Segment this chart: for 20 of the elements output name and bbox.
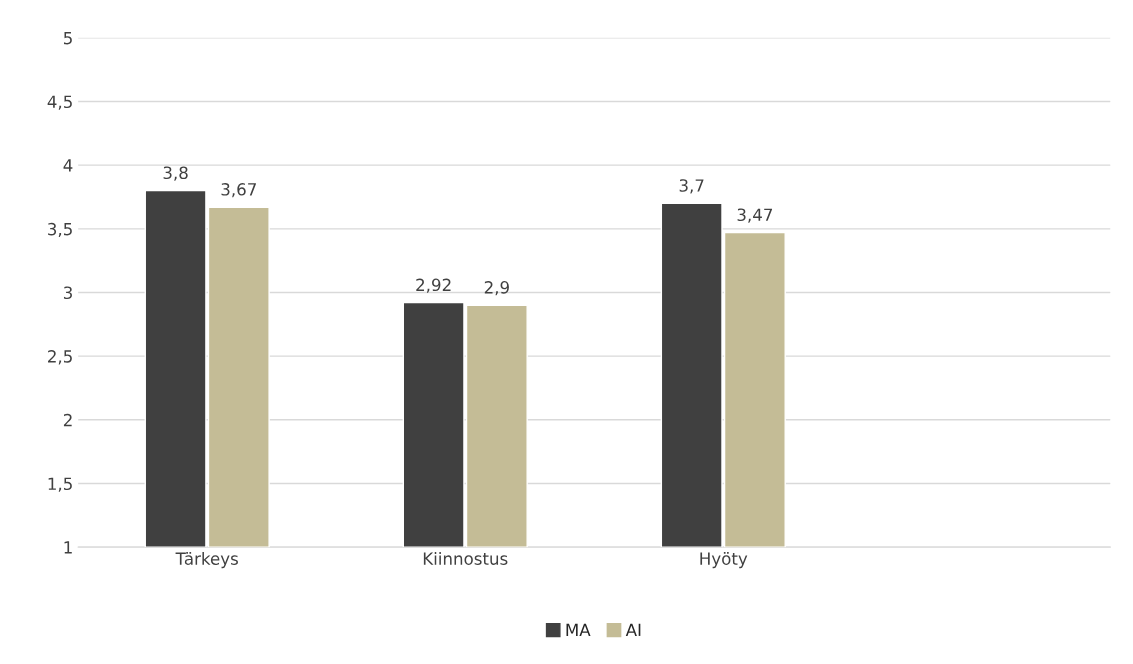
- data-label: 3,8: [163, 166, 188, 181]
- data-label: 3,7: [679, 179, 704, 194]
- legend-label: MA: [566, 623, 591, 636]
- x-tick-label: Kiinnostus: [423, 552, 508, 565]
- x-tick-label: Hyöty: [700, 552, 748, 569]
- y-tick-label: 3,5: [48, 222, 72, 238]
- y-tick-label: 5: [64, 32, 72, 45]
- y-tick-label: 4: [63, 159, 73, 172]
- y-tick-label: 2: [63, 413, 72, 427]
- data-label: 3,47: [737, 208, 773, 223]
- y-tick-label: 1: [64, 541, 72, 554]
- y-tick-label: 1,5: [48, 477, 72, 492]
- data-label: 3,67: [221, 183, 256, 198]
- x-tick-label: Tärkeys: [175, 552, 238, 569]
- legend-label: AI: [625, 623, 641, 636]
- data-label: 2,9: [484, 281, 509, 296]
- data-label: 2,92: [416, 278, 451, 293]
- y-tick-label: 2,5: [48, 350, 72, 365]
- y-tick-label: 3: [63, 286, 72, 300]
- y-tick-label: 4,5: [47, 95, 72, 110]
